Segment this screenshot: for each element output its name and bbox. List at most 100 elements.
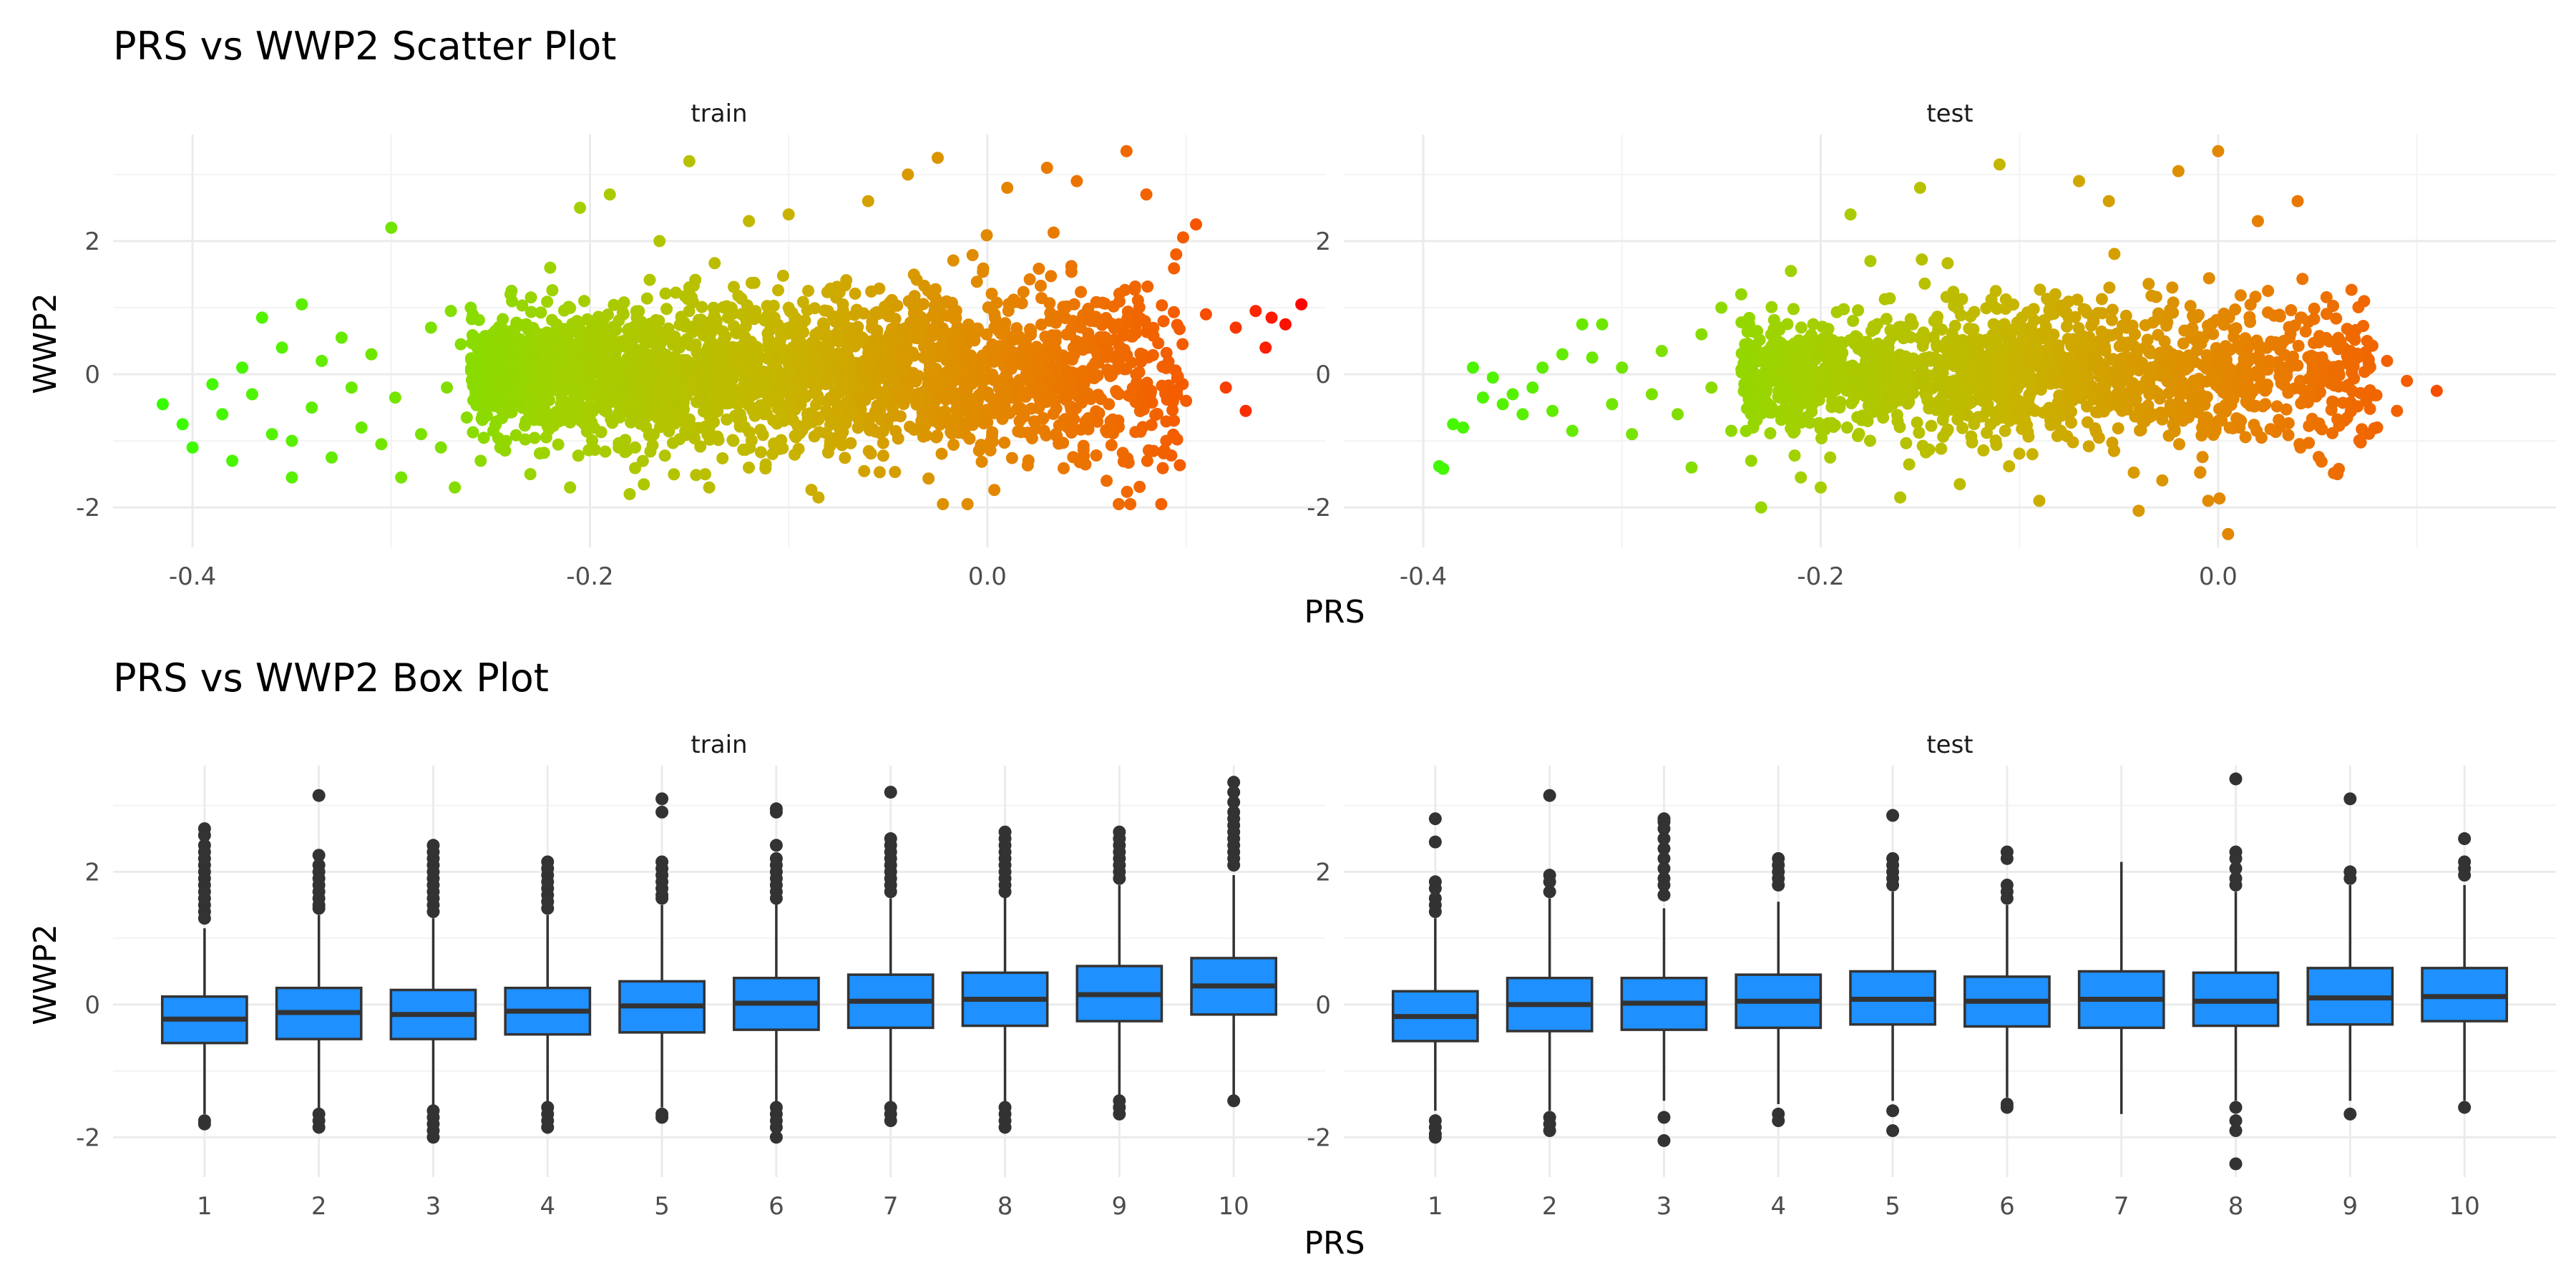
scatter-point: [1156, 299, 1169, 312]
scatter-point: [1015, 426, 1028, 439]
scatter-point: [2081, 400, 2094, 413]
scatter-point: [1883, 292, 1896, 305]
scatter-point: [2187, 389, 2200, 401]
scatter-point: [961, 498, 974, 511]
scatter-point: [2331, 468, 2344, 481]
scatter-point: [2057, 377, 2070, 390]
scatter-point: [1131, 294, 1144, 307]
scatter-point: [1858, 389, 1871, 402]
scatter-point: [2202, 494, 2215, 507]
scatter-point: [2217, 386, 2230, 399]
scatter-point: [1989, 414, 2002, 426]
scatter-point: [790, 325, 803, 338]
scatter-point: [525, 306, 537, 318]
scatter-point: [2062, 295, 2075, 308]
scatter-point: [1066, 352, 1079, 365]
y-tick-label: 0: [84, 361, 100, 389]
scatter-point: [644, 445, 657, 458]
scatter-point: [865, 285, 878, 298]
scatter-point: [761, 300, 774, 313]
scatter-point: [1118, 283, 1131, 296]
scatter-point: [1775, 414, 1787, 426]
scatter-point: [881, 351, 894, 364]
scatter-point: [2141, 333, 2154, 346]
scatter-point: [2238, 352, 2251, 365]
scatter-point: [947, 438, 960, 451]
outlier-point: [1886, 1104, 1900, 1118]
scatter-point: [2076, 329, 2089, 342]
scatter-point: [880, 366, 893, 379]
scatter-point: [586, 406, 599, 419]
scatter-point: [1065, 426, 1078, 439]
scatter-point: [1100, 312, 1113, 325]
scatter-point: [2285, 304, 2298, 317]
scatter-point: [588, 444, 601, 457]
scatter-point: [2152, 328, 2165, 341]
scatter-point: [2034, 384, 2047, 396]
scatter-point: [2132, 504, 2145, 517]
scatter-point: [1128, 387, 1141, 400]
scatter-point: [2278, 348, 2291, 361]
scatter-point: [665, 386, 678, 399]
scatter-point: [156, 398, 169, 411]
scatter-point: [1166, 395, 1179, 408]
box-strip-test: test: [1926, 731, 1973, 759]
scatter-point: [985, 288, 998, 301]
scatter-point: [907, 268, 920, 281]
scatter-point: [1103, 398, 1116, 411]
scatter-point: [325, 451, 338, 464]
scatter-point: [1050, 428, 1063, 441]
scatter-point: [839, 452, 852, 464]
outlier-point: [541, 902, 555, 915]
scatter-point: [2336, 396, 2349, 409]
scatter-point: [927, 342, 940, 355]
x-tick-label: 6: [769, 1192, 784, 1221]
scatter-point: [796, 296, 809, 308]
scatter-point: [519, 433, 532, 446]
scatter-point: [2312, 451, 2325, 464]
scatter-point: [762, 333, 775, 346]
scatter-point: [2251, 215, 2264, 228]
scatter-point: [562, 301, 575, 313]
scatter-point: [335, 331, 348, 344]
scatter-point: [472, 379, 485, 391]
scatter-point: [680, 419, 693, 432]
y-tick-label: 0: [84, 991, 100, 1020]
scatter-point: [848, 364, 861, 377]
scatter-point: [2082, 440, 2095, 453]
scatter-point: [648, 399, 661, 412]
scatter-point: [375, 438, 388, 451]
scatter-point: [510, 316, 523, 329]
scatter-point: [633, 379, 646, 391]
scatter-point: [635, 358, 648, 371]
scatter-point: [894, 410, 907, 423]
scatter-point: [577, 295, 590, 308]
scatter-point: [2303, 436, 2316, 449]
scatter-point: [1747, 417, 1760, 430]
scatter-point: [986, 368, 999, 381]
outlier-point: [1543, 885, 1556, 899]
scatter-point: [487, 354, 499, 367]
scatter-point: [2117, 391, 2130, 404]
scatter-point: [2105, 313, 2118, 326]
scatter-point: [796, 341, 809, 353]
y-tick-label: 2: [84, 858, 100, 887]
scatter-point: [630, 311, 643, 324]
scatter-point: [1807, 318, 1820, 331]
scatter-point: [2178, 407, 2191, 420]
scatter-point: [1977, 444, 1990, 457]
scatter-point: [816, 317, 829, 330]
scatter-point: [845, 376, 858, 389]
scatter-point: [625, 365, 638, 378]
scatter-point: [776, 269, 789, 282]
scatter-point: [2214, 361, 2227, 374]
scatter-point: [2255, 364, 2268, 376]
scatter-point: [1117, 328, 1130, 341]
scatter-point: [2308, 313, 2321, 326]
scatter-point: [454, 338, 467, 351]
scatter-point: [882, 310, 895, 323]
scatter-point: [1795, 471, 1807, 484]
scatter-point: [1576, 318, 1589, 331]
outlier-point: [2229, 1124, 2243, 1138]
scatter-point: [1556, 348, 1568, 361]
